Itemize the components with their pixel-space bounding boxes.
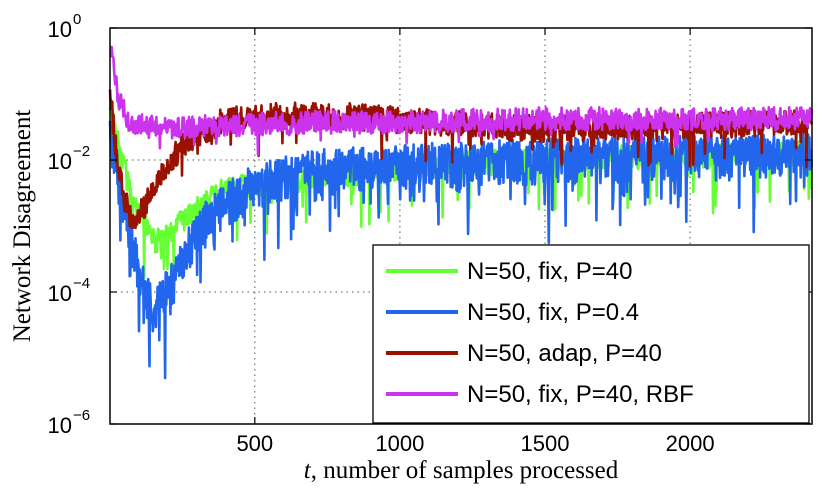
x-tick-label: 2000	[666, 431, 715, 456]
legend: N=50, fix, P=40 N=50, fix, P=0.4 N=50, ada…	[372, 244, 810, 424]
legend-label: N=50, adap, P=40	[467, 340, 662, 367]
x-axis-title-variable: t	[304, 457, 312, 484]
y-tick-label: 10	[48, 413, 72, 438]
x-tick-label: 1000	[375, 431, 424, 456]
legend-label: N=50, fix, P=0.4	[467, 299, 639, 326]
legend-label: N=50, fix, P=40	[467, 258, 632, 285]
x-axis-title: t, number of samples processed	[304, 457, 619, 484]
x-tick-label: 1500	[521, 431, 570, 456]
x-tick-label: 500	[236, 431, 273, 456]
y-tick-label: 10	[48, 281, 72, 306]
series-line-4	[109, 45, 813, 156]
series-lines	[108, 45, 813, 380]
y-tick-label-exponent: 0	[73, 11, 81, 28]
x-axis-title-rest: , number of samples processed	[311, 457, 619, 484]
y-tick-label: 10	[48, 149, 72, 174]
y-tick-label-exponent: −2	[73, 143, 90, 160]
y-tick-label-exponent: −6	[73, 407, 90, 424]
y-tick-label-exponent: −4	[73, 275, 90, 292]
y-tick-label: 10	[48, 17, 72, 42]
y-axis-title: Network Disagreement	[9, 110, 36, 343]
plot-frame	[109, 27, 813, 425]
legend-label: N=50, fix, P=40, RBF	[467, 381, 694, 408]
